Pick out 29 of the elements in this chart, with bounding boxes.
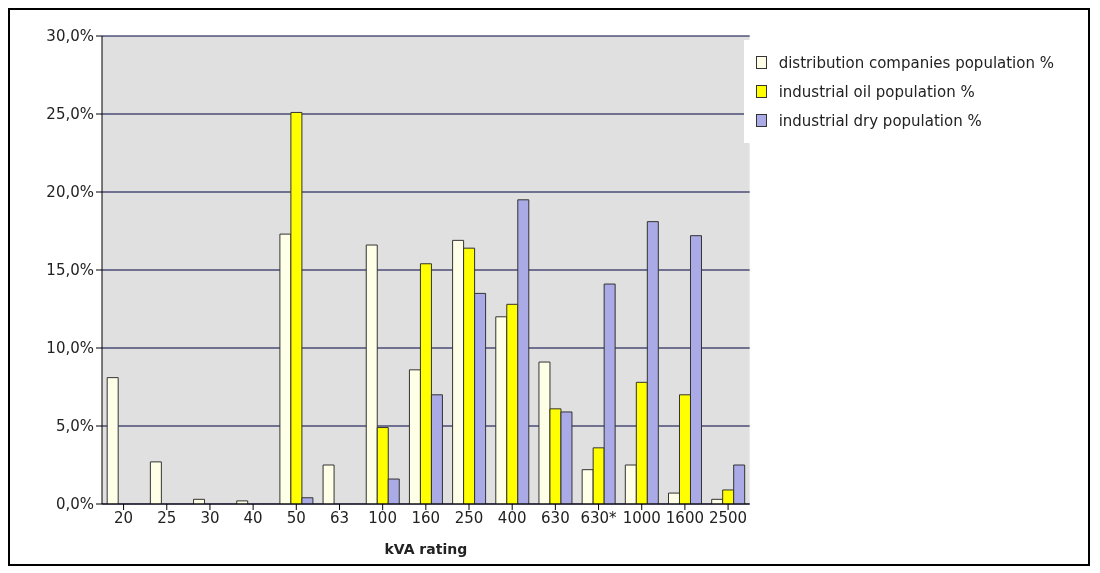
y-tick-label: 15,0% — [46, 261, 94, 280]
legend-label: industrial oil population % — [778, 82, 975, 101]
x-tick-label: 630* — [580, 508, 618, 527]
x-tick-label: 1000 — [622, 508, 661, 527]
x-tick-label: 50 — [286, 508, 306, 527]
y-tick-label: 0,0% — [55, 495, 94, 514]
y-tick-label: 10,0% — [46, 339, 94, 358]
x-tick-label: 400 — [497, 508, 527, 527]
y-tick-label: 25,0% — [46, 105, 94, 124]
bar — [106, 377, 119, 504]
x-tick-label: 160 — [411, 508, 441, 527]
bar — [149, 461, 162, 504]
legend-label: industrial dry population % — [778, 111, 982, 130]
y-tick-label: 5,0% — [55, 417, 94, 436]
x-tick-label: 2500 — [708, 508, 748, 527]
legend-label: distribution companies population % — [778, 53, 1054, 72]
x-axis-title: kVA rating — [384, 541, 468, 557]
x-tick-label: 250 — [454, 508, 484, 527]
x-tick-label: 40 — [243, 508, 263, 527]
x-tick-label: 63 — [329, 508, 350, 527]
bar — [322, 464, 335, 504]
x-tick-label: 20 — [114, 508, 134, 527]
y-tick-label: 30,0% — [46, 27, 94, 46]
x-tick-label: 630 — [541, 508, 570, 527]
y-tick-label: 20,0% — [46, 183, 94, 202]
x-tick-label: 100 — [368, 508, 397, 527]
x-tick-label: 1600 — [665, 508, 704, 527]
x-tick-label: 25 — [157, 508, 177, 527]
x-tick-label: 30 — [200, 508, 220, 527]
